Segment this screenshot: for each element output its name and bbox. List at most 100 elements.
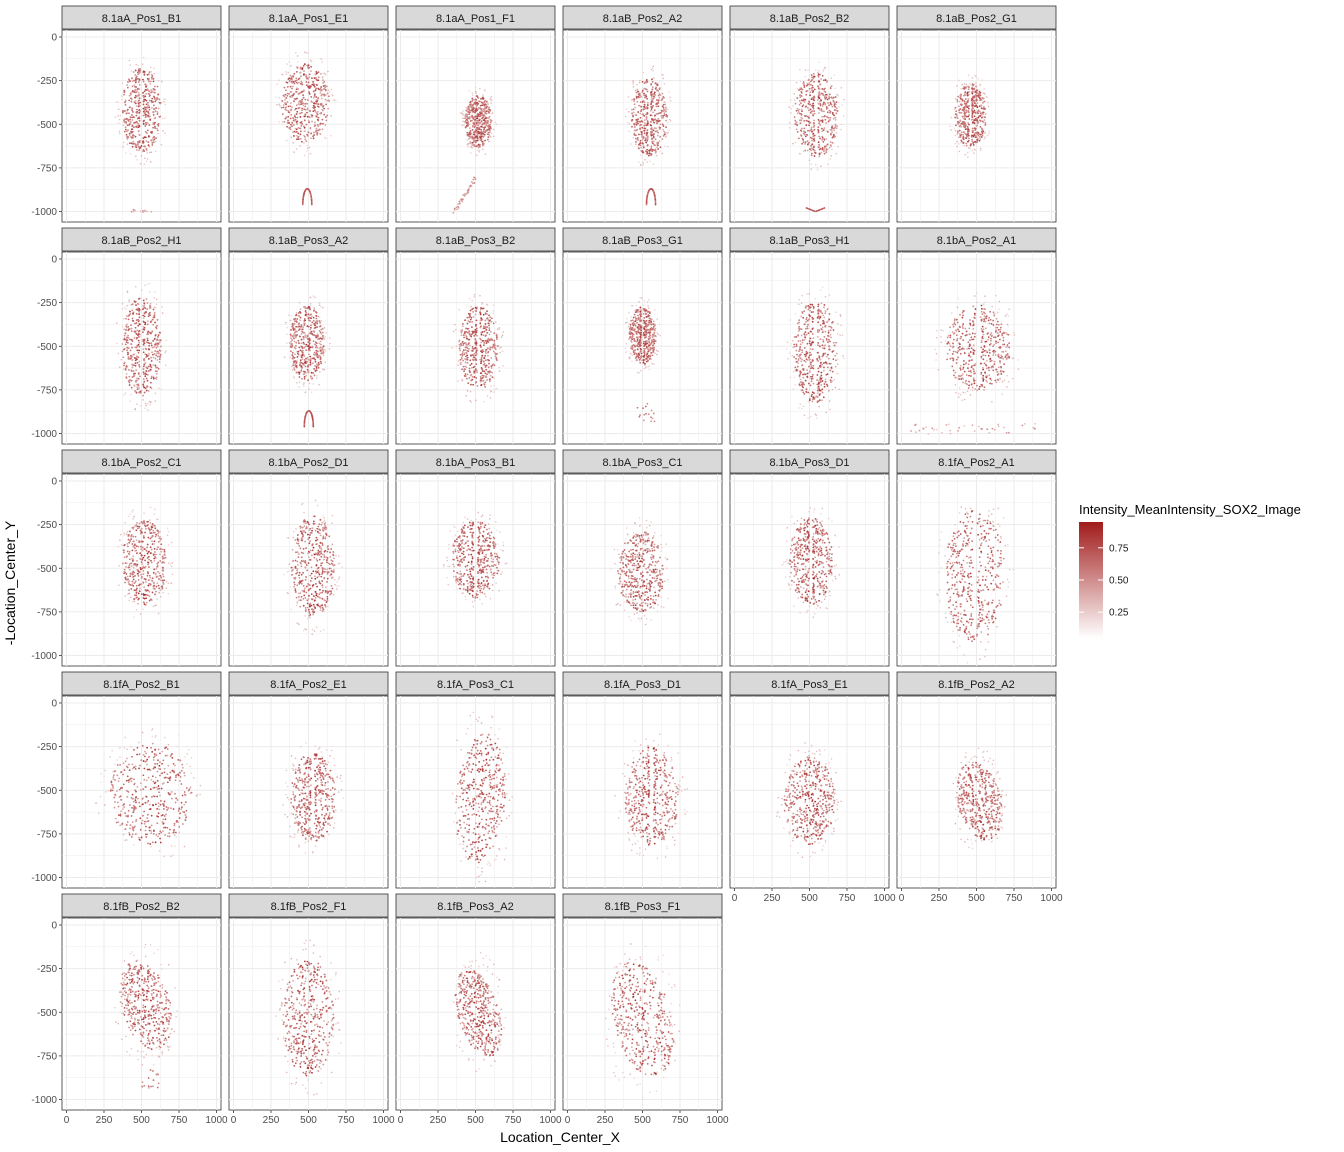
data-point	[322, 79, 324, 82]
data-point	[157, 93, 160, 96]
data-point	[634, 330, 637, 333]
data-point	[486, 347, 489, 350]
data-point	[463, 353, 466, 356]
data-point	[135, 125, 138, 128]
data-point	[288, 61, 291, 63]
data-point	[313, 134, 316, 136]
data-point	[143, 163, 146, 166]
data-point	[815, 163, 817, 166]
data-point	[147, 135, 150, 137]
data-point	[965, 115, 968, 118]
data-point	[805, 124, 808, 127]
data-point	[154, 392, 157, 395]
data-point	[799, 152, 801, 155]
data-point	[317, 116, 320, 119]
data-point	[954, 129, 957, 132]
data-point	[122, 145, 125, 147]
data-point	[630, 338, 633, 340]
data-point	[159, 115, 162, 118]
data-point	[310, 313, 312, 316]
data-point	[467, 191, 469, 194]
data-point	[164, 364, 167, 366]
data-point	[646, 107, 649, 110]
data-point	[665, 110, 667, 113]
data-point	[164, 103, 167, 106]
data-point	[643, 103, 646, 106]
data-point	[320, 305, 322, 308]
data-point	[324, 348, 326, 351]
data-point	[321, 368, 324, 371]
data-point	[661, 92, 664, 95]
data-point	[823, 66, 826, 69]
data-point	[482, 136, 485, 138]
data-point	[662, 106, 665, 109]
data-point	[295, 321, 298, 323]
data-point	[473, 176, 475, 179]
data-point	[145, 404, 148, 407]
data-point	[961, 115, 964, 118]
data-point	[663, 82, 666, 85]
data-point	[646, 104, 649, 106]
data-point	[485, 105, 488, 108]
data-point	[835, 109, 838, 112]
data-point	[663, 112, 666, 115]
data-point	[451, 346, 454, 349]
data-point	[475, 341, 478, 344]
data-point	[316, 129, 319, 132]
data-point	[812, 134, 815, 136]
data-point	[154, 121, 156, 124]
data-point	[836, 125, 839, 127]
data-point	[308, 121, 310, 124]
data-point	[637, 122, 639, 125]
data-point	[308, 76, 311, 78]
data-point	[464, 342, 466, 345]
data-point	[471, 346, 474, 348]
data-point	[652, 135, 655, 138]
data-point	[817, 87, 820, 90]
data-point	[155, 339, 158, 342]
data-point	[301, 328, 304, 331]
data-point	[335, 99, 337, 102]
data-point	[983, 119, 986, 121]
data-point	[649, 355, 652, 358]
data-point	[126, 108, 129, 111]
data-point	[818, 135, 821, 138]
data-point	[657, 105, 660, 108]
data-point	[499, 351, 501, 354]
data-point	[283, 102, 286, 104]
data-point	[154, 140, 157, 143]
data-point	[153, 338, 156, 341]
data-point	[803, 84, 806, 87]
data-point	[964, 86, 967, 88]
data-point	[144, 98, 147, 101]
data-point	[979, 147, 982, 150]
data-point	[307, 85, 310, 88]
data-point	[310, 95, 313, 98]
data-point	[142, 56, 145, 59]
data-point	[481, 318, 484, 321]
data-point	[304, 319, 307, 322]
data-point	[304, 105, 307, 108]
data-point	[810, 128, 813, 131]
data-point	[135, 155, 137, 158]
data-point	[640, 309, 643, 311]
data-point	[486, 310, 488, 313]
data-point	[294, 98, 297, 101]
data-point	[306, 64, 309, 67]
data-point	[802, 141, 805, 143]
data-point	[979, 115, 982, 117]
data-point	[825, 93, 828, 96]
data-point	[471, 100, 474, 102]
data-point	[319, 371, 321, 373]
data-point	[314, 358, 317, 361]
data-point	[811, 139, 813, 142]
data-point	[800, 129, 802, 132]
data-point	[966, 101, 969, 103]
data-point	[475, 92, 477, 94]
data-point	[457, 203, 460, 205]
data-point	[285, 73, 288, 75]
data-point	[642, 164, 645, 166]
data-point	[491, 346, 493, 349]
data-point	[651, 81, 654, 83]
data-point	[645, 320, 648, 322]
